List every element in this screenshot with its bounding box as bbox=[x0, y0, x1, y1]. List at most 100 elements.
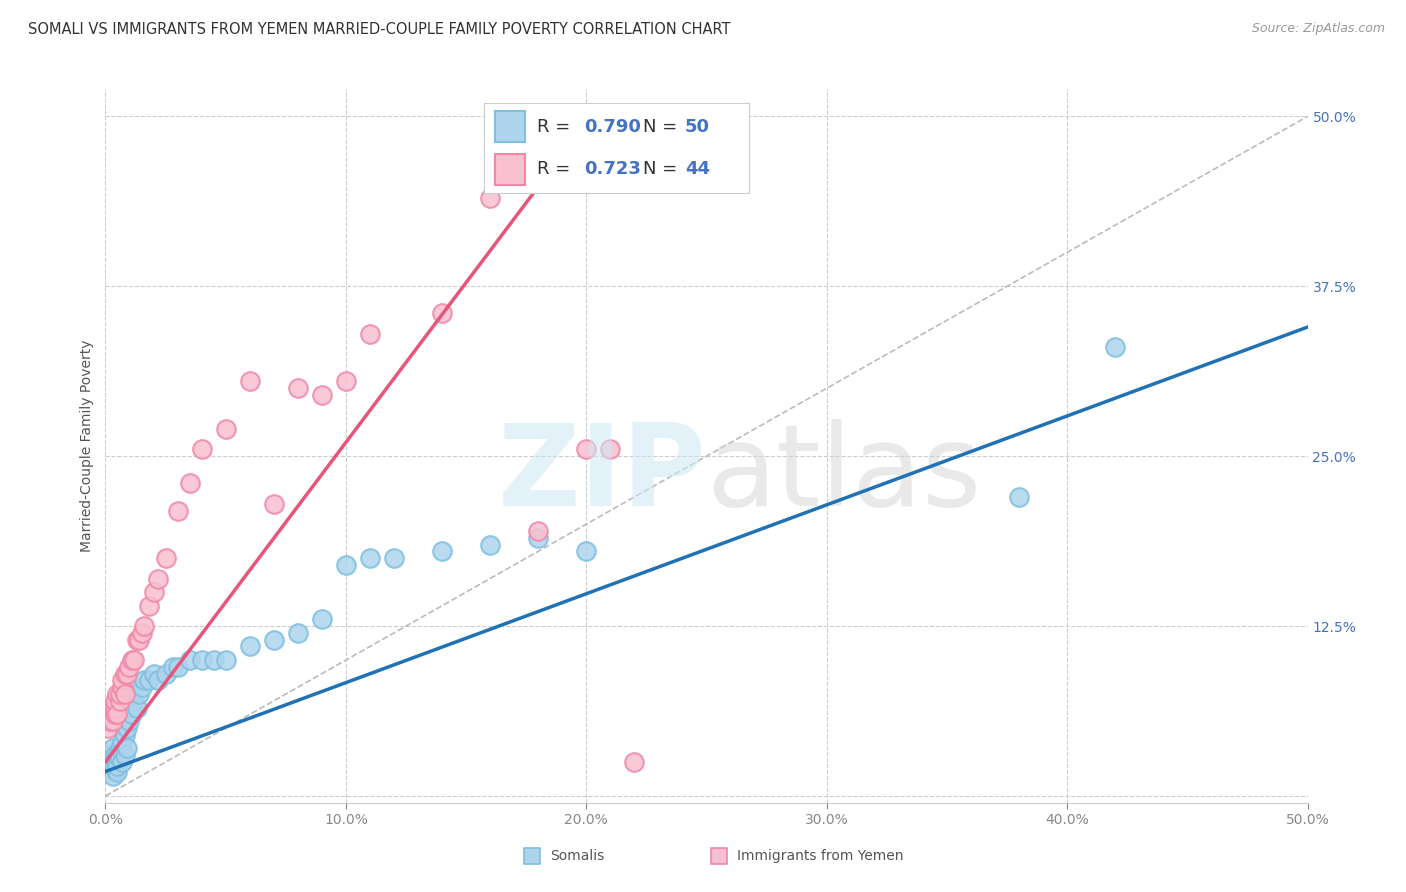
Point bbox=[138, 599, 160, 613]
Point bbox=[101, 769, 124, 783]
Point bbox=[98, 762, 121, 776]
Point bbox=[108, 741, 131, 756]
Point bbox=[287, 381, 309, 395]
Point bbox=[287, 626, 309, 640]
Point bbox=[131, 626, 153, 640]
Text: SOMALI VS IMMIGRANTS FROM YEMEN MARRIED-COUPLE FAMILY POVERTY CORRELATION CHART: SOMALI VS IMMIGRANTS FROM YEMEN MARRIED-… bbox=[28, 22, 731, 37]
Point bbox=[162, 660, 184, 674]
Point bbox=[527, 531, 550, 545]
Point bbox=[98, 714, 121, 729]
Point bbox=[98, 707, 121, 722]
Point bbox=[111, 673, 134, 688]
Point bbox=[239, 375, 262, 389]
Point bbox=[121, 653, 143, 667]
Point bbox=[104, 762, 127, 776]
Point bbox=[108, 687, 131, 701]
Point bbox=[98, 748, 121, 763]
Point bbox=[115, 666, 138, 681]
Point bbox=[190, 653, 212, 667]
Point bbox=[575, 544, 598, 558]
Point bbox=[128, 632, 150, 647]
Point bbox=[166, 503, 188, 517]
Point bbox=[101, 741, 124, 756]
Point bbox=[115, 741, 138, 756]
Point bbox=[575, 442, 598, 457]
Point bbox=[1320, 891, 1343, 892]
Point bbox=[148, 572, 170, 586]
Point bbox=[335, 558, 357, 572]
Point bbox=[166, 660, 188, 674]
Point bbox=[107, 707, 129, 722]
Point bbox=[148, 673, 170, 688]
Point bbox=[214, 422, 236, 436]
Point bbox=[190, 442, 212, 457]
Point bbox=[124, 694, 146, 708]
Point bbox=[131, 680, 153, 694]
Point bbox=[430, 306, 453, 320]
Point bbox=[527, 524, 550, 538]
Point bbox=[239, 640, 262, 654]
Point bbox=[1104, 341, 1126, 355]
Y-axis label: Married-Couple Family Poverty: Married-Couple Family Poverty bbox=[80, 340, 94, 552]
Point bbox=[1008, 490, 1031, 504]
Point bbox=[107, 759, 129, 773]
Point bbox=[311, 612, 333, 626]
Text: Immigrants from Yemen: Immigrants from Yemen bbox=[737, 849, 903, 863]
Point bbox=[104, 707, 127, 722]
Text: Source: ZipAtlas.com: Source: ZipAtlas.com bbox=[1251, 22, 1385, 36]
Point bbox=[623, 755, 645, 769]
Point bbox=[155, 666, 177, 681]
Point bbox=[132, 673, 155, 688]
Point bbox=[132, 619, 155, 633]
Point bbox=[114, 666, 136, 681]
Point bbox=[101, 714, 124, 729]
Text: Somalis: Somalis bbox=[550, 849, 605, 863]
Point bbox=[335, 375, 357, 389]
Point bbox=[202, 653, 225, 667]
Point bbox=[101, 755, 124, 769]
Point bbox=[359, 551, 381, 566]
Point bbox=[179, 476, 201, 491]
Point bbox=[108, 694, 131, 708]
Point bbox=[142, 585, 165, 599]
Point bbox=[114, 728, 136, 742]
Point bbox=[107, 764, 129, 779]
Point bbox=[118, 700, 141, 714]
Point bbox=[101, 700, 124, 714]
Point bbox=[115, 721, 138, 735]
Point bbox=[121, 707, 143, 722]
Point bbox=[97, 721, 120, 735]
Point bbox=[138, 673, 160, 688]
Point bbox=[111, 734, 134, 748]
Point bbox=[382, 551, 405, 566]
Point bbox=[108, 751, 131, 765]
Point bbox=[948, 891, 970, 892]
Point bbox=[118, 714, 141, 729]
Point bbox=[128, 687, 150, 701]
Point bbox=[104, 694, 127, 708]
Point bbox=[430, 544, 453, 558]
Point bbox=[125, 700, 148, 714]
Point bbox=[124, 653, 146, 667]
Point bbox=[599, 442, 621, 457]
Point bbox=[114, 748, 136, 763]
Point bbox=[97, 755, 120, 769]
Point bbox=[107, 748, 129, 763]
Point bbox=[118, 660, 141, 674]
Point bbox=[104, 700, 127, 714]
Point bbox=[155, 551, 177, 566]
Point bbox=[359, 326, 381, 341]
Point bbox=[125, 632, 148, 647]
Point bbox=[479, 191, 502, 205]
Point bbox=[263, 632, 285, 647]
Point bbox=[111, 755, 134, 769]
Point bbox=[263, 497, 285, 511]
Point bbox=[479, 537, 502, 551]
Point bbox=[311, 388, 333, 402]
Point bbox=[179, 653, 201, 667]
Point bbox=[104, 748, 127, 763]
Point bbox=[214, 653, 236, 667]
Point bbox=[114, 687, 136, 701]
Point bbox=[142, 666, 165, 681]
Text: atlas: atlas bbox=[707, 419, 981, 530]
